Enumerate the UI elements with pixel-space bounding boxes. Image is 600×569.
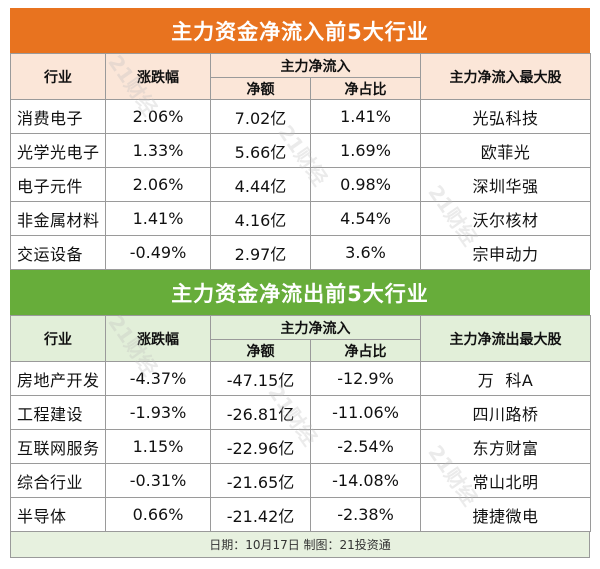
industry-cell: 非金属材料 bbox=[10, 201, 106, 236]
inflow-header-row: 行业 涨跌幅 主力净流入 主力净流入最大股 bbox=[10, 53, 591, 100]
ratio-cell: 3.6% bbox=[310, 235, 421, 270]
industry-cell: 房地产开发 bbox=[10, 361, 106, 396]
table-row: 交运设备 -0.49% 2.97亿 3.6% 宗申动力 bbox=[10, 235, 591, 270]
top-stock-cell: 四川路桥 bbox=[420, 395, 591, 430]
outflow-header-industry: 行业 bbox=[10, 315, 106, 362]
outflow-header-ratio: 净占比 bbox=[310, 339, 421, 362]
outflow-header-top-stock: 主力净流出最大股 bbox=[420, 315, 591, 362]
outflow-table: 行业 涨跌幅 主力净流入 主力净流出最大股 净额 净占比 房地产开发 -4.37… bbox=[10, 315, 591, 532]
top-stock-cell: 常山北明 bbox=[420, 463, 591, 498]
industry-cell: 光学光电子 bbox=[10, 133, 106, 168]
table-row: 工程建设 -1.93% -26.81亿 -11.06% 四川路桥 bbox=[10, 395, 591, 430]
table-row: 非金属材料 1.41% 4.16亿 4.54% 沃尔核材 bbox=[10, 201, 591, 236]
net-cell: -22.96亿 bbox=[210, 429, 311, 464]
footer-credit: 日期：10月17日 制图：21投资通 bbox=[10, 532, 590, 558]
change-cell: -4.37% bbox=[105, 361, 211, 396]
table-row: 半导体 0.66% -21.42亿 -2.38% 捷捷微电 bbox=[10, 497, 591, 532]
ratio-cell: 4.54% bbox=[310, 201, 421, 236]
change-cell: 1.15% bbox=[105, 429, 211, 464]
industry-cell: 消费电子 bbox=[10, 99, 106, 134]
top-stock-cell: 欧菲光 bbox=[420, 133, 591, 168]
outflow-header-net: 净额 bbox=[210, 339, 311, 362]
industry-cell: 互联网服务 bbox=[10, 429, 106, 464]
ratio-cell: 1.69% bbox=[310, 133, 421, 168]
net-cell: 4.16亿 bbox=[210, 201, 311, 236]
outflow-subheader-row: 净额 净占比 bbox=[11, 339, 591, 362]
inflow-header-group: 主力净流入 bbox=[210, 53, 421, 78]
top-stock-cell: 深圳华强 bbox=[420, 167, 591, 202]
top-stock-cell: 沃尔核材 bbox=[420, 201, 591, 236]
outflow-header-change: 涨跌幅 bbox=[105, 315, 211, 362]
table-row: 互联网服务 1.15% -22.96亿 -2.54% 东方财富 bbox=[10, 429, 591, 464]
change-cell: 2.06% bbox=[105, 99, 211, 134]
inflow-header-net: 净额 bbox=[210, 77, 311, 100]
industry-cell: 工程建设 bbox=[10, 395, 106, 430]
change-cell: 1.41% bbox=[105, 201, 211, 236]
top-stock-cell: 万 科A bbox=[420, 361, 591, 396]
inflow-header-change: 涨跌幅 bbox=[105, 53, 211, 100]
table-row: 光学光电子 1.33% 5.66亿 1.69% 欧菲光 bbox=[10, 133, 591, 168]
change-cell: 2.06% bbox=[105, 167, 211, 202]
change-cell: 1.33% bbox=[105, 133, 211, 168]
table-row: 房地产开发 -4.37% -47.15亿 -12.9% 万 科A bbox=[10, 361, 591, 396]
change-cell: 0.66% bbox=[105, 497, 211, 532]
top-stock-cell: 东方财富 bbox=[420, 429, 591, 464]
ratio-cell: -12.9% bbox=[310, 361, 421, 396]
ratio-cell: 0.98% bbox=[310, 167, 421, 202]
industry-cell: 综合行业 bbox=[10, 463, 106, 498]
top-stock-cell: 宗申动力 bbox=[420, 235, 591, 270]
ratio-cell: -14.08% bbox=[310, 463, 421, 498]
outflow-header-group: 主力净流入 bbox=[210, 315, 421, 340]
net-cell: 5.66亿 bbox=[210, 133, 311, 168]
industry-cell: 半导体 bbox=[10, 497, 106, 532]
change-cell: -1.93% bbox=[105, 395, 211, 430]
net-cell: 7.02亿 bbox=[210, 99, 311, 134]
ratio-cell: 1.41% bbox=[310, 99, 421, 134]
change-cell: -0.31% bbox=[105, 463, 211, 498]
inflow-table: 行业 涨跌幅 主力净流入 主力净流入最大股 净额 净占比 消费电子 2.06% … bbox=[10, 53, 591, 270]
table-row: 综合行业 -0.31% -21.65亿 -14.08% 常山北明 bbox=[10, 463, 591, 498]
inflow-header-top-stock: 主力净流入最大股 bbox=[420, 53, 591, 100]
inflow-subheader-row: 净额 净占比 bbox=[11, 77, 591, 100]
top-stock-cell: 捷捷微电 bbox=[420, 497, 591, 532]
industry-cell: 电子元件 bbox=[10, 167, 106, 202]
table-row: 电子元件 2.06% 4.44亿 0.98% 深圳华强 bbox=[10, 167, 591, 202]
net-cell: -26.81亿 bbox=[210, 395, 311, 430]
net-cell: -47.15亿 bbox=[210, 361, 311, 396]
industry-cell: 交运设备 bbox=[10, 235, 106, 270]
table-row: 消费电子 2.06% 7.02亿 1.41% 光弘科技 bbox=[10, 99, 591, 134]
net-cell: 2.97亿 bbox=[210, 235, 311, 270]
top-stock-cell: 光弘科技 bbox=[420, 99, 591, 134]
net-cell: 4.44亿 bbox=[210, 167, 311, 202]
ratio-cell: -2.38% bbox=[310, 497, 421, 532]
inflow-header-ratio: 净占比 bbox=[310, 77, 421, 100]
inflow-header-industry: 行业 bbox=[10, 53, 106, 100]
outflow-header-row: 行业 涨跌幅 主力净流入 主力净流出最大股 bbox=[10, 315, 591, 362]
net-cell: -21.42亿 bbox=[210, 497, 311, 532]
net-cell: -21.65亿 bbox=[210, 463, 311, 498]
outflow-title: 主力资金净流出前5大行业 bbox=[10, 270, 590, 315]
ratio-cell: -11.06% bbox=[310, 395, 421, 430]
ratio-cell: -2.54% bbox=[310, 429, 421, 464]
change-cell: -0.49% bbox=[105, 235, 211, 270]
inflow-title: 主力资金净流入前5大行业 bbox=[10, 8, 590, 53]
